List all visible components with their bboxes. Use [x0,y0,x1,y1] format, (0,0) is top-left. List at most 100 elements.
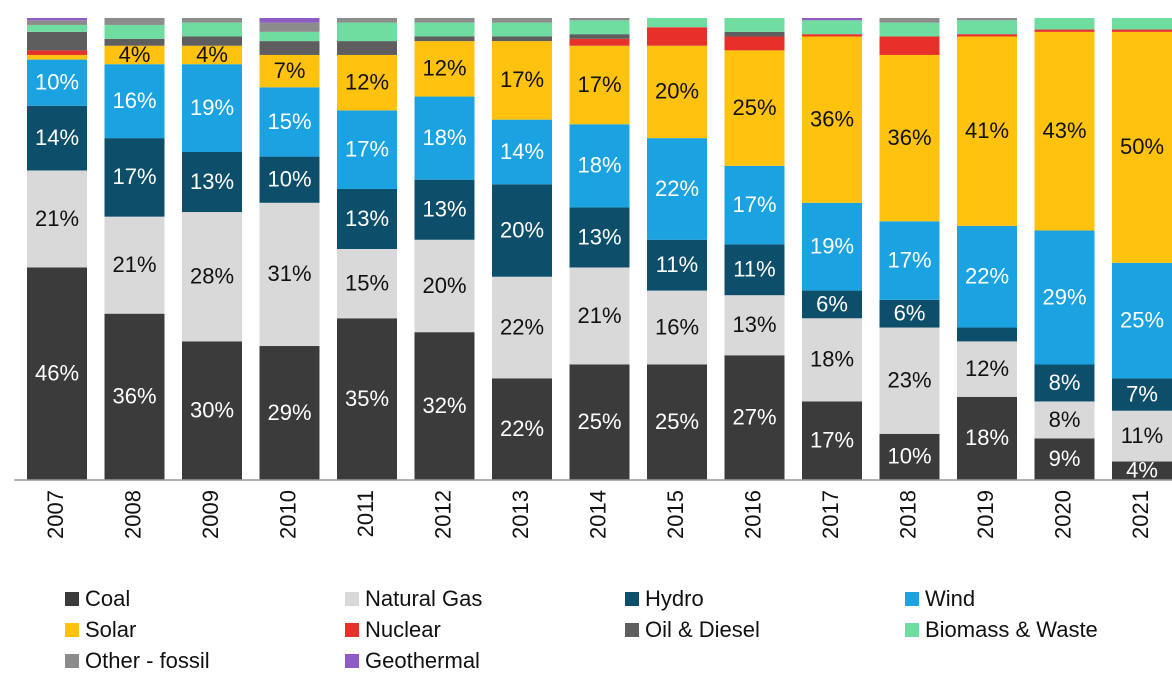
bar-segment [569,207,630,268]
bar-segment [957,225,1017,328]
data-label: 35% [345,386,389,411]
bar-segment [879,18,940,23]
x-tick-label: 2017 [818,490,843,539]
data-label: 13% [732,312,776,337]
bar-segment [879,54,940,222]
bar-segment [259,41,320,55]
data-label: 4% [196,42,228,67]
bar-segment [337,249,397,319]
data-label: 13% [577,224,621,249]
bar-segment [1112,378,1172,411]
bar-segment [337,54,397,111]
bar-segment [259,22,320,32]
x-tick-label: 2020 [1050,490,1075,539]
legend-label: Solar [85,617,136,642]
bar-segment [27,54,87,60]
data-label: 21% [35,206,79,231]
data-label: 23% [887,367,931,392]
bar-segment [724,36,785,51]
data-label: 10% [887,444,931,469]
data-label: 18% [965,425,1009,450]
data-label: 8% [1049,370,1081,395]
x-tick-label: 2014 [585,490,610,539]
data-label: 25% [1120,307,1164,332]
bar-segment [259,31,320,42]
bar-segment [802,401,862,480]
bar-segment [802,290,862,319]
bar-segment [182,341,242,480]
legend-swatch [65,654,79,668]
legend-label: Biomass & Waste [925,617,1098,642]
bar-segment [957,20,1017,35]
bar-segment [802,20,862,35]
legend-label: Natural Gas [365,586,482,611]
data-label: 19% [810,234,854,259]
bar-segment [182,22,242,37]
data-label: 12% [965,356,1009,381]
legend-label: Nuclear [365,617,441,642]
bar-segment [569,45,630,125]
bar-segment [802,318,862,402]
bar-segment [724,50,785,166]
bar-segment [724,355,785,480]
data-label: 17% [887,247,931,272]
data-label: 13% [190,169,234,194]
bar-segment [879,327,940,434]
data-label: 41% [965,118,1009,143]
legend-swatch [345,592,359,606]
data-label: 8% [1049,407,1081,432]
bar-segment [957,18,1017,21]
x-tick-label: 2018 [895,490,920,539]
bar-segment [414,179,475,240]
bar-segment [104,313,165,480]
data-label: 13% [422,197,466,222]
bar-segment [27,59,87,106]
bar-segment [492,184,552,277]
data-label: 46% [35,361,79,386]
data-label: 9% [1049,446,1081,471]
data-label: 7% [274,58,306,83]
data-label: 18% [810,347,854,372]
bar-segment [27,18,87,21]
x-tick-label: 2010 [275,490,300,539]
data-label: 12% [422,56,466,81]
data-label: 25% [732,95,776,120]
legend-swatch [65,592,79,606]
bar-segment [1034,29,1095,32]
bar-segment [647,138,707,240]
data-label: 20% [655,79,699,104]
bar-segment [492,41,552,120]
bar-segment [1112,410,1172,462]
bar-segment [1034,31,1095,231]
bar-segment [104,138,165,217]
x-tick-label: 2013 [508,490,533,539]
legend-label: Hydro [645,586,704,611]
bar-segment [492,36,552,42]
bar-segment [957,396,1017,480]
bar-segment [259,54,320,88]
data-label: 27% [732,404,776,429]
bar-segment [337,22,397,42]
data-label: 22% [500,416,544,441]
data-label: 7% [1126,381,1158,406]
bar-segment [957,34,1017,37]
bar-segment [1034,401,1095,439]
bar-segment [647,45,707,139]
bar-segment [27,31,87,51]
bar-segment [1112,262,1172,379]
legend-swatch [345,654,359,668]
bar-segment [104,24,165,39]
bar-segment [27,105,87,171]
data-label: 16% [655,314,699,339]
data-label: 10% [35,69,79,94]
bar-segment [492,22,552,37]
legend-swatch [905,592,919,606]
bar-segment [1034,230,1095,365]
data-label: 25% [655,409,699,434]
bar-segment [957,36,1017,226]
data-label: 22% [655,176,699,201]
bar-segment [414,41,475,97]
bar-segment [337,110,397,189]
bar-segment [802,202,862,291]
